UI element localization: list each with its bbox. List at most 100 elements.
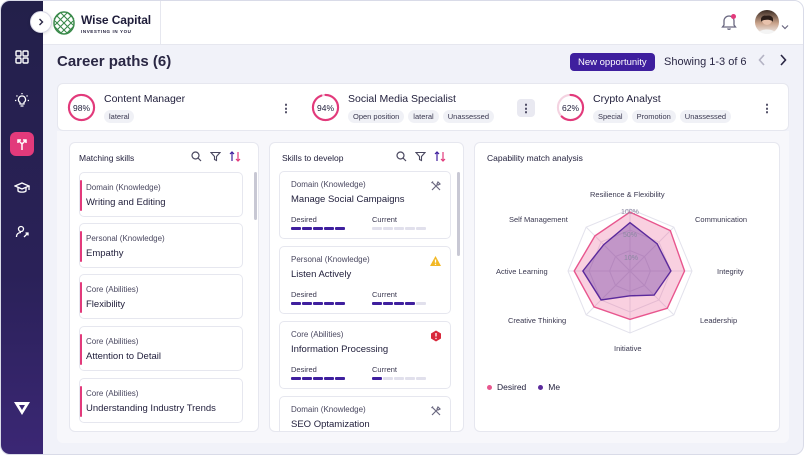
- current-level: [372, 302, 426, 305]
- lightbulb-icon[interactable]: [10, 88, 34, 112]
- level-segment: [335, 227, 345, 230]
- scrollbar[interactable]: [254, 172, 257, 220]
- capability-analysis-panel: Capability match analysis Resilience & F…: [474, 142, 780, 432]
- level-segment: [324, 302, 334, 305]
- axis-label: Self Management: [509, 215, 568, 224]
- level-segment: [313, 227, 323, 230]
- tag: Unassessed: [442, 110, 495, 123]
- tab-more-button[interactable]: ⋮: [761, 102, 773, 115]
- panel-title: Capability match analysis: [487, 153, 583, 163]
- radar-chart: [567, 208, 693, 334]
- tab-crypto-analyst[interactable]: 62% Crypto Analyst Special Promotion Una…: [547, 84, 788, 130]
- list-item[interactable]: Core (Abilities) Attention to Detail: [79, 326, 243, 371]
- career-paths-icon[interactable]: [10, 132, 34, 156]
- list-item[interactable]: Domain (Knowledge) Manage Social Campaig…: [279, 171, 451, 239]
- account-menu-button[interactable]: [781, 17, 789, 35]
- desired-label: Desired: [291, 215, 317, 224]
- current-label: Current: [372, 365, 398, 374]
- matching-skills-panel: Matching skills Domain (Knowledge) Writi…: [69, 142, 259, 432]
- list-item[interactable]: Core (Abilities) Understanding Industry …: [79, 378, 243, 423]
- level-segment: [335, 377, 345, 380]
- skill-category: Core (Abilities): [86, 285, 139, 294]
- level-segment: [394, 302, 404, 305]
- new-opportunity-button[interactable]: New opportunity: [570, 53, 655, 71]
- tab-more-button[interactable]: ⋮: [280, 102, 292, 115]
- list-item[interactable]: Personal (Knowledge) Empathy: [79, 223, 243, 268]
- alert-icon: [431, 330, 441, 342]
- match-ring: [556, 93, 585, 122]
- level-segment: [313, 302, 323, 305]
- sort-icon[interactable]: [434, 151, 446, 162]
- level-segment: [416, 377, 426, 380]
- chevron-left-icon: [758, 54, 765, 66]
- level-segment: [372, 302, 382, 305]
- page-title: Career paths (6): [57, 53, 172, 70]
- level-segment: [383, 377, 393, 380]
- graduation-cap-icon[interactable]: [10, 176, 34, 200]
- dashboard-icon[interactable]: [10, 45, 34, 69]
- level-segment: [405, 377, 415, 380]
- tools-icon: [431, 405, 442, 416]
- level-segment: [372, 377, 382, 380]
- skill-name: Attention to Detail: [86, 351, 161, 362]
- skill-name: Manage Social Campaigns: [291, 194, 405, 205]
- brand-logo[interactable]: Wise Capital INVESTING IN YOU: [53, 1, 161, 45]
- list-item[interactable]: Personal (Knowledge) Listen Actively Des…: [279, 246, 451, 314]
- level-segment: [302, 227, 312, 230]
- series-desired: [573, 211, 686, 321]
- tag: Special: [593, 110, 628, 123]
- scale-label: 100%: [621, 209, 639, 216]
- match-ring: [311, 93, 340, 122]
- skill-category: Personal (Knowledge): [291, 255, 370, 264]
- tab-title: Content Manager: [104, 93, 186, 105]
- skill-category: Core (Abilities): [86, 389, 139, 398]
- list-item[interactable]: Domain (Knowledge) Writing and Editing: [79, 172, 243, 217]
- user-avatar[interactable]: [755, 10, 779, 34]
- scrollbar[interactable]: [457, 172, 460, 256]
- tag: Promotion: [631, 110, 676, 123]
- previous-page-button[interactable]: [758, 54, 766, 69]
- axis-label: Integrity: [717, 267, 744, 276]
- chevron-right-icon: [39, 18, 44, 26]
- notifications-button[interactable]: [721, 13, 737, 36]
- app-logo-icon[interactable]: [10, 396, 34, 420]
- tab-content-manager[interactable]: 98% Content Manager lateral ⋮: [58, 84, 301, 130]
- sort-icon[interactable]: [229, 151, 241, 162]
- match-percent: 94%: [316, 102, 334, 113]
- sidebar-toggle-button[interactable]: [30, 11, 52, 33]
- axis-label: Communication: [695, 215, 748, 224]
- next-page-button[interactable]: [779, 54, 787, 69]
- skill-name: Understanding Industry Trends: [86, 403, 216, 414]
- chevron-right-icon: [780, 54, 787, 66]
- chevron-down-icon: [781, 25, 789, 30]
- tab-social-media-specialist[interactable]: 94% Social Media Specialist Open positio…: [302, 84, 546, 130]
- person-growth-icon[interactable]: [10, 219, 34, 243]
- search-icon[interactable]: [396, 151, 407, 162]
- tab-title: Social Media Specialist: [348, 93, 456, 105]
- warning-icon: [430, 256, 441, 266]
- level-segment: [416, 302, 426, 305]
- list-item[interactable]: Core (Abilities) Information Processing …: [279, 321, 451, 389]
- current-level: [372, 377, 426, 380]
- level-segment: [324, 377, 334, 380]
- series-me: [582, 221, 672, 301]
- desired-label: Desired: [291, 290, 317, 299]
- level-segment: [416, 227, 426, 230]
- level-segment: [405, 227, 415, 230]
- current-label: Current: [372, 215, 398, 224]
- tab-more-button[interactable]: ⋮: [517, 99, 535, 117]
- filter-icon[interactable]: [415, 151, 426, 162]
- list-item[interactable]: Domain (Knowledge) SEO Optamization: [279, 396, 451, 431]
- tag: lateral: [104, 110, 135, 123]
- axis-line: [629, 226, 675, 272]
- current-label: Current: [372, 290, 398, 299]
- axis-line: [629, 270, 675, 316]
- list-item[interactable]: Core (Abilities) Flexibility: [79, 274, 243, 319]
- search-icon[interactable]: [191, 151, 202, 162]
- panel-title: Skills to develop: [282, 153, 344, 163]
- desired-level: [291, 302, 345, 305]
- match-percent: 98%: [72, 102, 90, 113]
- skill-category: Domain (Knowledge): [86, 183, 161, 192]
- filter-icon[interactable]: [210, 151, 221, 162]
